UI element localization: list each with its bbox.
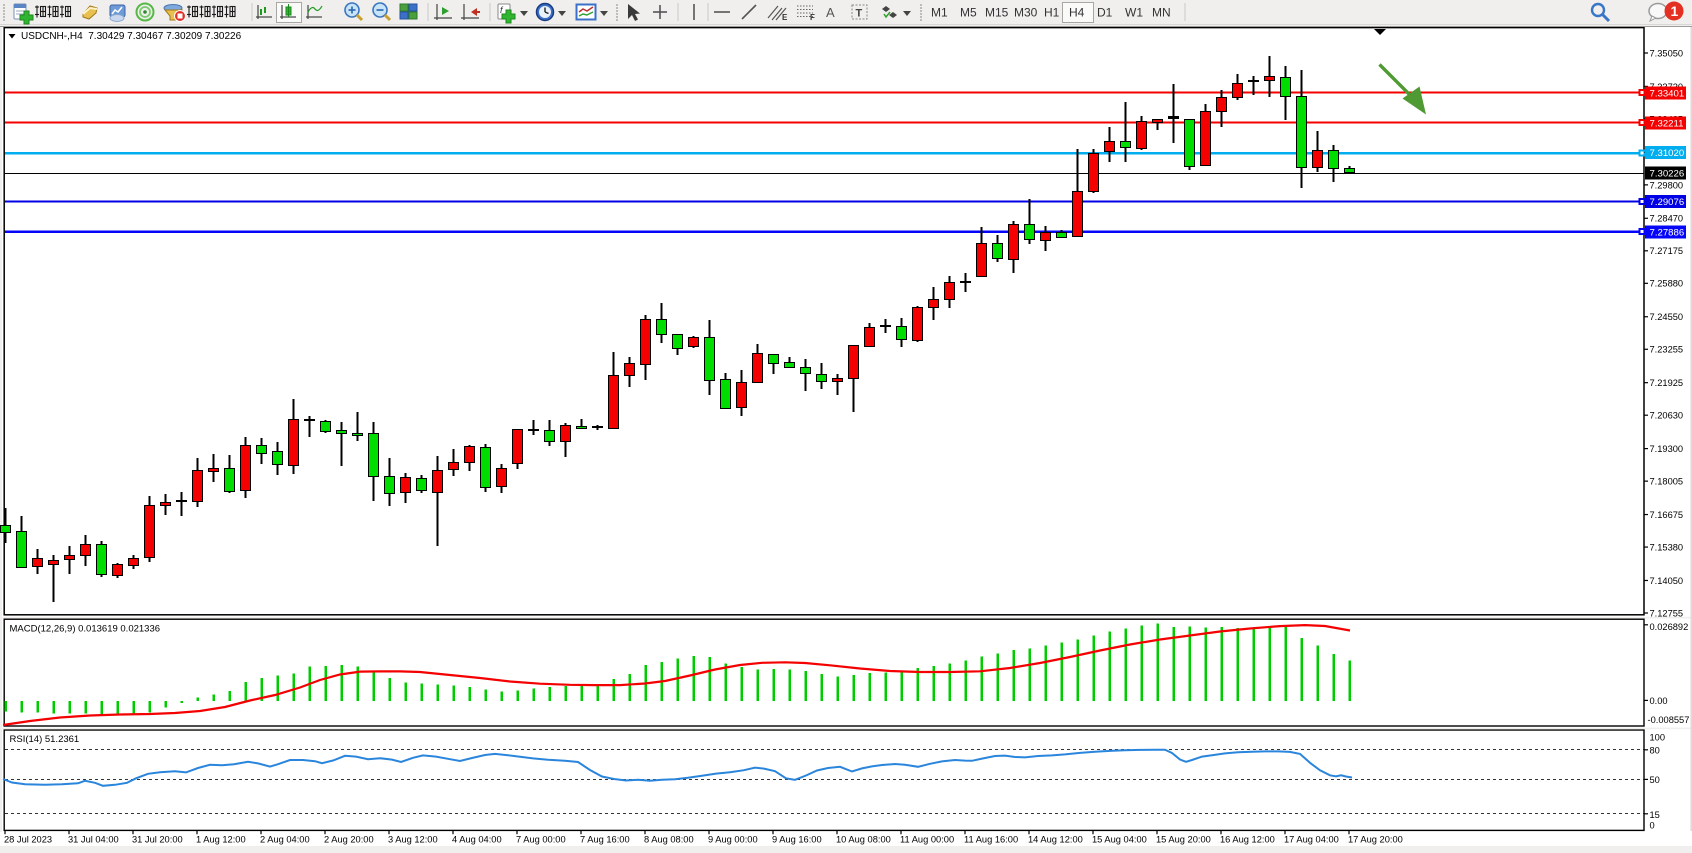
svg-text:M1: M1	[931, 6, 948, 20]
svg-text:7.30226: 7.30226	[1650, 169, 1685, 180]
svg-text:80: 80	[1650, 745, 1660, 755]
svg-text:7.18005: 7.18005	[1650, 477, 1684, 487]
svg-text:7.27175: 7.27175	[1650, 246, 1684, 256]
svg-text:14 Aug 12:00: 14 Aug 12:00	[1028, 835, 1083, 845]
svg-text:H1: H1	[1044, 6, 1060, 20]
svg-text:15 Aug 20:00: 15 Aug 20:00	[1156, 835, 1211, 845]
svg-text:28 Jul 2023: 28 Jul 2023	[4, 835, 52, 845]
svg-text:-0.008557: -0.008557	[1648, 715, 1690, 725]
svg-text:11 Aug 16:00: 11 Aug 16:00	[964, 835, 1018, 845]
svg-text:7.15380: 7.15380	[1650, 542, 1684, 552]
svg-text:7.31020: 7.31020	[1650, 148, 1685, 159]
svg-text:15: 15	[1650, 810, 1660, 820]
svg-text:F: F	[810, 13, 815, 22]
svg-text:7 Aug 00:00: 7 Aug 00:00	[516, 835, 566, 845]
svg-text:0.00: 0.00	[1650, 696, 1668, 706]
svg-text:7.33401: 7.33401	[1650, 89, 1685, 100]
svg-text:f: f	[500, 5, 504, 15]
svg-text:USDCNH-,H4 7.30429 7.30467 7.: USDCNH-,H4 7.30429 7.30467 7.30209 7.302…	[21, 31, 242, 42]
svg-text:7.29076: 7.29076	[1650, 197, 1685, 208]
svg-text:17 Aug 20:00: 17 Aug 20:00	[1348, 835, 1403, 845]
svg-text:7.28470: 7.28470	[1650, 214, 1684, 224]
svg-text:7.21925: 7.21925	[1650, 378, 1684, 388]
svg-text:1 Aug 12:00: 1 Aug 12:00	[196, 835, 246, 845]
svg-text:4 Aug 04:00: 4 Aug 04:00	[452, 835, 502, 845]
svg-text:MACD(12,26,9) 0.013619 0.02133: MACD(12,26,9) 0.013619 0.021336	[10, 624, 161, 635]
svg-text:7.20630: 7.20630	[1650, 411, 1684, 421]
svg-text:15 Aug 04:00: 15 Aug 04:00	[1092, 835, 1147, 845]
svg-text:31 Jul 20:00: 31 Jul 20:00	[132, 835, 183, 845]
svg-text:7.24550: 7.24550	[1650, 312, 1684, 322]
svg-text:100: 100	[1650, 732, 1666, 742]
svg-text:0.026892: 0.026892	[1650, 622, 1689, 632]
svg-text:7.23255: 7.23255	[1650, 345, 1684, 355]
svg-text:17 Aug 04:00: 17 Aug 04:00	[1284, 835, 1339, 845]
svg-text:7 Aug 16:00: 7 Aug 16:00	[580, 835, 630, 845]
svg-text:RSI(14) 51.2361: RSI(14) 51.2361	[10, 734, 80, 745]
svg-text:10 Aug 08:00: 10 Aug 08:00	[836, 835, 891, 845]
svg-text:3 Aug 12:00: 3 Aug 12:00	[388, 835, 438, 845]
svg-text:T: T	[856, 8, 863, 20]
svg-text:50: 50	[1650, 775, 1660, 785]
svg-text:9 Aug 16:00: 9 Aug 16:00	[772, 835, 822, 845]
svg-text:MN: MN	[1152, 6, 1171, 20]
svg-text:0: 0	[1650, 820, 1655, 830]
svg-text:7.32211: 7.32211	[1650, 119, 1684, 130]
svg-text:7.25880: 7.25880	[1650, 279, 1684, 289]
svg-text:7.19300: 7.19300	[1650, 444, 1684, 454]
svg-text:A: A	[826, 5, 835, 20]
svg-text:7.27886: 7.27886	[1650, 228, 1685, 239]
svg-text:2 Aug 04:00: 2 Aug 04:00	[260, 835, 310, 845]
svg-text:7.35050: 7.35050	[1650, 48, 1684, 58]
svg-text:7.12755: 7.12755	[1650, 608, 1684, 618]
svg-text:9 Aug 00:00: 9 Aug 00:00	[708, 835, 758, 845]
svg-text:M5: M5	[960, 6, 977, 20]
svg-text:16 Aug 12:00: 16 Aug 12:00	[1220, 835, 1275, 845]
svg-text:W1: W1	[1125, 6, 1143, 20]
svg-text:M15: M15	[985, 6, 1009, 20]
svg-text:31 Jul 04:00: 31 Jul 04:00	[68, 835, 119, 845]
svg-text:M30: M30	[1014, 6, 1038, 20]
svg-text:1: 1	[1671, 3, 1679, 19]
svg-text:11 Aug 00:00: 11 Aug 00:00	[900, 835, 954, 845]
svg-text:7.16675: 7.16675	[1650, 510, 1684, 520]
svg-text:H4: H4	[1069, 6, 1085, 20]
svg-text:8 Aug 08:00: 8 Aug 08:00	[644, 835, 694, 845]
svg-text:D1: D1	[1097, 6, 1113, 20]
svg-text:7.29800: 7.29800	[1650, 180, 1684, 190]
svg-text:E: E	[782, 13, 788, 22]
svg-text:7.14050: 7.14050	[1650, 576, 1684, 586]
svg-text:2 Aug 20:00: 2 Aug 20:00	[324, 835, 374, 845]
